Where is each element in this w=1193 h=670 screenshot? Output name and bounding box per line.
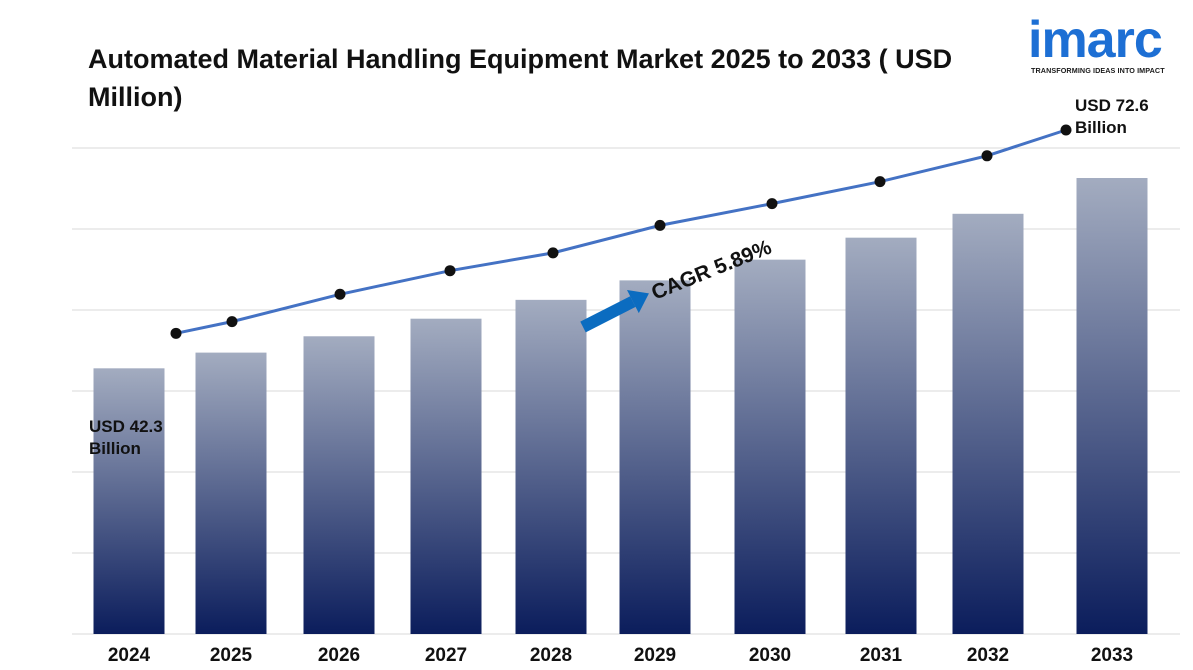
- cagr-arrow: [580, 289, 649, 333]
- logo-wordmark: imarc: [1028, 11, 1163, 69]
- x-tick-label: 2030: [749, 645, 791, 666]
- start-value-label: USD 42.3: [89, 417, 163, 436]
- trend-marker-2033: [1060, 124, 1072, 136]
- bar-2029: [619, 280, 691, 634]
- bar-2032: [952, 213, 1024, 635]
- start-value-unit: Billion: [89, 439, 141, 458]
- trend-line: [175, 128, 1067, 335]
- x-tick-label: 2031: [860, 645, 903, 666]
- end-value-unit: Billion: [1075, 118, 1127, 137]
- logo-tagline: TRANSFORMING IDEAS INTO IMPACT: [1031, 66, 1165, 75]
- x-tick-label: 2033: [1091, 645, 1133, 666]
- trend-marker-2030: [766, 198, 778, 210]
- bar-2031: [845, 237, 917, 634]
- bar-2024: [93, 368, 165, 634]
- x-tick-label: 2024: [108, 645, 151, 666]
- x-tick-label: 2027: [425, 645, 467, 666]
- trend-marker-2027: [444, 265, 456, 277]
- x-tick-label: 2029: [634, 645, 676, 666]
- trend-marker-2032: [981, 150, 993, 162]
- bar-2027: [410, 318, 482, 634]
- trend-marker-2029: [654, 219, 666, 231]
- chart-title: Automated Material Handling Equipment Ma…: [88, 44, 953, 112]
- x-tick-label: 2032: [967, 645, 1009, 666]
- trend-marker-2025: [226, 316, 238, 328]
- x-tick-label: 2028: [530, 645, 572, 666]
- trend-marker-2024: [170, 327, 182, 339]
- bar-2025: [195, 352, 267, 634]
- bar-2026: [303, 336, 375, 634]
- trend-marker-2031: [874, 176, 886, 188]
- x-tick-label: 2025: [210, 645, 253, 666]
- x-tick-label: 2026: [318, 645, 360, 666]
- trend-marker-2028: [547, 247, 559, 259]
- end-value-label: USD 72.6: [1075, 96, 1149, 115]
- bar-2033: [1076, 178, 1148, 634]
- bar-2028: [515, 299, 587, 634]
- trend-marker-2026: [334, 288, 346, 300]
- bar-2030: [734, 259, 806, 634]
- imarc-logo: imarc TRANSFORMING IDEAS INTO IMPACT: [1028, 10, 1188, 80]
